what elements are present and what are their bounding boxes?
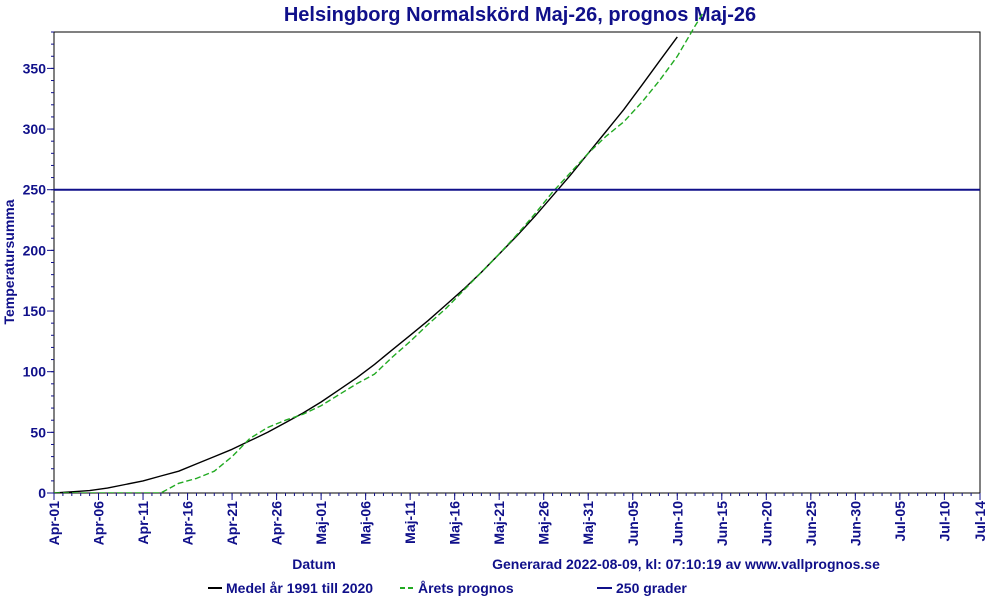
x-tick-label: Maj-06 [358,501,374,545]
x-tick-label: Jul-05 [892,501,908,542]
x-tick-label: Maj-21 [491,501,507,545]
axis-ticks: 0 50 100 150 200 250 300 350 Apr-01 Apr-06 Apr-11 A… [23,31,988,546]
x-tick-label: Jun-20 [758,501,774,546]
legend-label-250-grader: 250 grader [616,580,687,596]
legend-item-prognos: Årets prognos [400,580,514,596]
x-tick-label: Apr-06 [91,501,107,546]
series-medel-line [54,36,678,493]
legend-label-medel: Medel år 1991 till 2020 [226,580,373,596]
x-tick-label: Apr-26 [269,501,285,546]
plot-area [53,31,981,494]
footer-generated: Generarad 2022-08-09, kl: 07:10:19 av ww… [492,556,880,572]
x-tick-label: Apr-21 [224,501,240,546]
x-tick-label: Apr-01 [46,501,62,546]
x-tick-label: Maj-01 [313,501,329,545]
y-tick-label: 200 [23,242,47,258]
chart-title: Helsingborg Normalskörd Maj-26, prognos … [284,4,756,26]
x-tick-label: Apr-11 [135,501,151,545]
x-tick-label: Jun-10 [669,501,685,546]
x-tick-label: Jul-14 [972,501,988,542]
x-tick-label: Maj-26 [536,501,552,545]
legend-label-prognos: Årets prognos [418,580,514,596]
x-tick-label: Maj-11 [402,501,418,544]
y-tick-label: 0 [38,485,46,501]
legend: Medel år 1991 till 2020 Årets prognos 25… [208,580,687,596]
legend-item-medel: Medel år 1991 till 2020 [208,580,373,596]
y-tick-label: 250 [23,182,47,198]
x-tick-label: Jun-25 [803,501,819,546]
y-tick-label: 300 [23,121,47,137]
plot-frame [53,31,981,494]
x-tick-label: Jun-30 [847,501,863,546]
x-tick-label: Jul-10 [936,501,952,542]
x-tick-label: Maj-16 [447,501,463,545]
y-tick-label: 50 [30,424,46,440]
x-tick-label: Maj-31 [580,501,596,545]
series-lines [54,11,980,493]
y-tick-label: 350 [23,60,47,76]
x-axis-label: Datum [292,556,336,572]
y-tick-label: 150 [23,303,47,319]
x-tick-label: Jun-05 [625,501,641,546]
series-prognos-line [54,11,705,493]
y-axis-label: Temperatursumma [1,199,17,324]
x-tick-label: Jun-15 [714,501,730,546]
y-tick-label: 100 [23,364,47,380]
x-tick-label: Apr-16 [180,501,196,546]
legend-item-250-grader: 250 grader [597,580,687,596]
